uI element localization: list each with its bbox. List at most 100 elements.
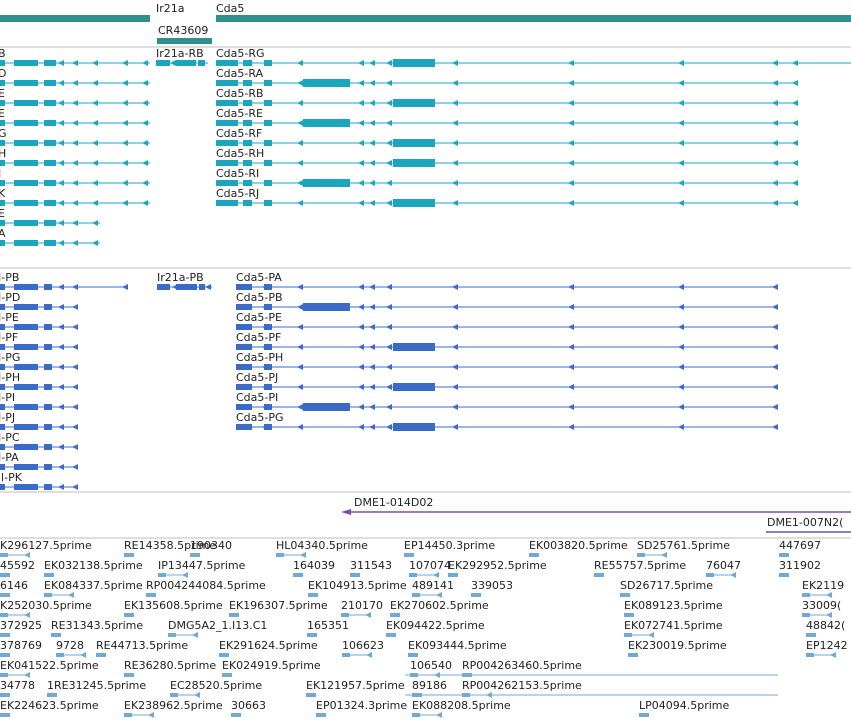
- est-feature[interactable]: [293, 573, 303, 577]
- est-label[interactable]: HL04340.5prime: [276, 539, 368, 552]
- est-label[interactable]: 48842(: [806, 619, 845, 632]
- cds-label[interactable]: Cda5-PI: [236, 391, 278, 404]
- cds-feature[interactable]: [236, 383, 778, 391]
- est-label[interactable]: RP004262153.5prime: [462, 679, 582, 692]
- est-label[interactable]: EK104913.5prime: [308, 579, 407, 592]
- transcript-label[interactable]: B: [0, 47, 6, 60]
- cds-feature[interactable]: [236, 303, 778, 311]
- est-label[interactable]: RP004244084.5prime: [146, 579, 266, 592]
- est-feature[interactable]: [386, 633, 396, 637]
- est-label[interactable]: EK041522.5prime: [0, 659, 99, 672]
- est-label[interactable]: EK094422.5prime: [386, 619, 485, 632]
- est-label[interactable]: EK292952.5prime: [448, 559, 547, 572]
- gene-feature-cr43609[interactable]: [157, 38, 212, 44]
- est-feature[interactable]: [124, 673, 134, 677]
- gene-label-cda5[interactable]: Cda5: [216, 2, 244, 15]
- cds-feature[interactable]: [236, 343, 778, 351]
- est-feature[interactable]: [806, 633, 816, 637]
- transcript-label[interactable]: H: [0, 147, 6, 160]
- cds-feature[interactable]: [0, 364, 78, 370]
- est-label[interactable]: 311543: [350, 559, 392, 572]
- est-feature[interactable]: [628, 653, 638, 657]
- est-feature[interactable]: [124, 553, 134, 557]
- est-feature[interactable]: [219, 653, 229, 657]
- transcript-label[interactable]: Cda5-RB: [216, 87, 264, 100]
- est-feature[interactable]: [471, 593, 481, 597]
- est-feature[interactable]: [624, 632, 654, 638]
- est-label[interactable]: 339053: [471, 579, 513, 592]
- est-feature[interactable]: [276, 552, 306, 558]
- est-feature[interactable]: [529, 553, 539, 557]
- est-label[interactable]: RE36280.5prime: [124, 659, 216, 672]
- est-feature[interactable]: [190, 553, 200, 557]
- est-label[interactable]: RE14358.5prime: [124, 539, 216, 552]
- est-label[interactable]: 106540: [410, 659, 452, 672]
- est-label[interactable]: EK2119: [802, 579, 844, 592]
- est-label[interactable]: RE55757.5prime: [594, 559, 686, 572]
- est-label[interactable]: 106623: [342, 639, 384, 652]
- est-feature[interactable]: [806, 652, 836, 658]
- transcript-ir21a-rb[interactable]: [156, 60, 208, 66]
- est-feature[interactable]: [170, 692, 200, 698]
- est-label[interactable]: 378769: [0, 639, 42, 652]
- est-label[interactable]: LP04094.5prime: [639, 699, 730, 712]
- est-label[interactable]: EK230019.5prime: [628, 639, 727, 652]
- est-label[interactable]: EP01324.3prime: [316, 699, 407, 712]
- est-feature[interactable]: [0, 713, 10, 717]
- est-label[interactable]: 6146: [0, 579, 28, 592]
- est-feature[interactable]: [342, 652, 372, 658]
- transcript-label[interactable]: E: [0, 107, 5, 120]
- transcript-feature[interactable]: [0, 100, 150, 106]
- transcript-feature[interactable]: [216, 199, 798, 207]
- est-feature[interactable]: [124, 712, 154, 718]
- transcript-label-ir21a[interactable]: Ir21a-RB: [156, 47, 204, 60]
- est-label[interactable]: EK072741.5prime: [624, 619, 723, 632]
- cds-label[interactable]: Cda5-PJ: [236, 371, 278, 384]
- cds-feature[interactable]: [0, 444, 78, 450]
- transcript-feature[interactable]: [0, 140, 150, 146]
- transcript-feature[interactable]: [216, 119, 798, 127]
- est-feature[interactable]: [802, 612, 832, 618]
- est-label[interactable]: EC28520.5prime: [170, 679, 262, 692]
- transcript-label[interactable]: Cda5-RI: [216, 167, 259, 180]
- est-label[interactable]: 311902: [779, 559, 821, 572]
- est-label[interactable]: RP004263460.5prime: [462, 659, 582, 672]
- est-label[interactable]: DMG5A2_1.I13.C1: [168, 619, 267, 632]
- est-feature[interactable]: [0, 612, 30, 618]
- transcript-feature[interactable]: [0, 60, 150, 66]
- est-feature[interactable]: [620, 593, 630, 597]
- cds-feature[interactable]: [0, 344, 78, 350]
- est-label[interactable]: IP13447.5prime: [158, 559, 246, 572]
- est-label[interactable]: K252030.5prime: [0, 599, 92, 612]
- clone-label[interactable]: DME1-014D02: [354, 496, 433, 509]
- est-label[interactable]: EK024919.5prime: [222, 659, 321, 672]
- cds-feature[interactable]: [0, 284, 128, 290]
- est-feature[interactable]: [412, 712, 442, 718]
- transcript-label[interactable]: G: [0, 127, 7, 140]
- est-label[interactable]: EK093444.5prime: [408, 639, 507, 652]
- est-label[interactable]: EK196307.5prime: [229, 599, 328, 612]
- est-feature[interactable]: [56, 652, 86, 658]
- transcript-label[interactable]: Cda5-RH: [216, 147, 264, 160]
- cds-label[interactable]: Cda5-PH: [236, 351, 283, 364]
- est-feature[interactable]: [158, 572, 188, 578]
- est-label[interactable]: 164039: [293, 559, 335, 572]
- gene-label-ir21a[interactable]: Ir21a: [156, 2, 185, 15]
- est-label[interactable]: 89186: [412, 679, 447, 692]
- est-label[interactable]: EK238962.5prime: [124, 699, 223, 712]
- cds-feature[interactable]: [0, 424, 78, 430]
- est-label[interactable]: EK224623.5prime: [0, 699, 99, 712]
- est-feature[interactable]: [637, 552, 667, 558]
- est-feature[interactable]: [51, 633, 61, 637]
- est-label[interactable]: 1RE31245.5prime: [47, 679, 146, 692]
- est-label[interactable]: EP1242: [806, 639, 848, 652]
- cds-feature[interactable]: [0, 384, 78, 390]
- est-feature[interactable]: [0, 593, 10, 597]
- est-label[interactable]: EK032138.5prime: [44, 559, 143, 572]
- est-label[interactable]: 34778: [0, 679, 35, 692]
- est-feature[interactable]: [624, 613, 634, 617]
- est-feature[interactable]: [448, 573, 458, 577]
- est-label[interactable]: EK003820.5prime: [529, 539, 628, 552]
- est-feature[interactable]: [390, 613, 400, 617]
- est-feature[interactable]: [0, 672, 30, 678]
